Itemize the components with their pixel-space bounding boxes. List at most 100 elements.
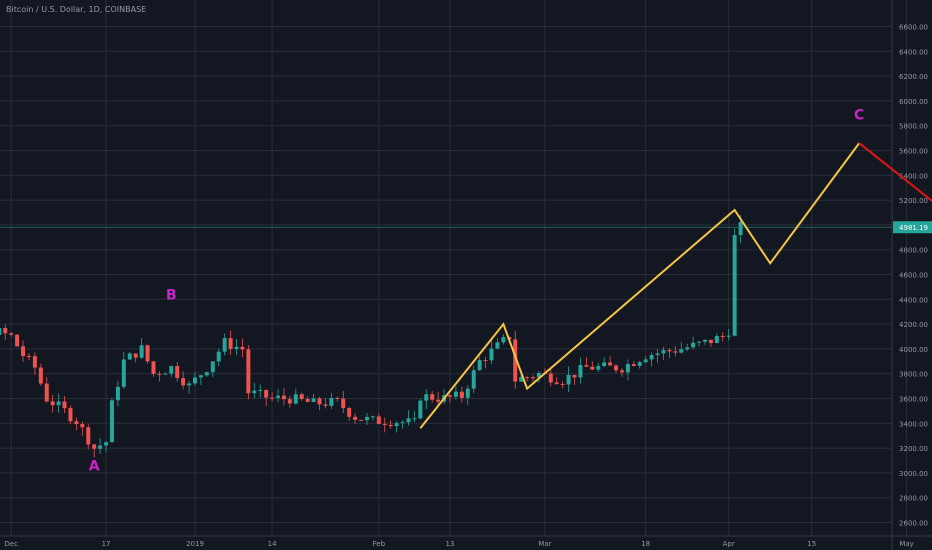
candle [169, 365, 174, 378]
candle [193, 371, 197, 386]
candle [495, 338, 500, 350]
candle-body [139, 345, 144, 358]
candle [80, 421, 85, 436]
candle-body [614, 365, 619, 371]
candle-body [21, 346, 26, 357]
candle-body [353, 416, 358, 420]
candle [92, 443, 97, 458]
candle-body [281, 395, 286, 400]
candle [234, 338, 239, 355]
candle-body [299, 394, 304, 400]
candle-body [382, 423, 387, 425]
candle-body [453, 391, 458, 397]
candle-body [608, 362, 613, 366]
candle-body [228, 338, 233, 350]
candle [32, 352, 37, 375]
candle-body [459, 391, 464, 398]
candle-body [68, 408, 73, 422]
candle [98, 437, 103, 454]
candle-body [0, 328, 2, 335]
candle [649, 352, 654, 367]
candle [287, 395, 292, 408]
candle [163, 372, 168, 375]
candle-body [430, 394, 435, 400]
candle [708, 339, 713, 347]
candle [661, 346, 666, 360]
candle [311, 393, 316, 403]
candle [465, 385, 470, 406]
candle-body [673, 351, 678, 353]
candle [335, 396, 340, 402]
candle-body [376, 416, 381, 424]
candle-body [412, 418, 417, 420]
y-tick-label: 2800.00 [899, 495, 928, 503]
wave-label: A [89, 458, 100, 474]
candle-body [210, 361, 215, 373]
candle-body [56, 401, 61, 406]
candle [388, 420, 393, 429]
y-tick-label: 4000.00 [899, 346, 928, 354]
candle [68, 405, 73, 425]
candle [637, 360, 642, 369]
candle-body [115, 386, 120, 401]
candle-body [483, 360, 488, 362]
candle-body [293, 394, 298, 404]
candle [347, 406, 352, 421]
candle [157, 371, 162, 382]
candle-body [465, 388, 470, 398]
candle [246, 345, 251, 400]
candle-body [317, 398, 322, 405]
candle-body [341, 398, 346, 409]
candle-body [584, 365, 589, 367]
y-tick-label: 5400.00 [899, 172, 928, 180]
candle-body [3, 328, 8, 334]
candle-body [104, 442, 109, 446]
candle [281, 388, 286, 406]
candle-body [193, 377, 197, 384]
candle [631, 360, 636, 367]
candle-body [270, 397, 275, 399]
candle [382, 417, 387, 433]
candle [590, 361, 595, 371]
candle [222, 333, 227, 356]
last-price-label: 4981.19 [899, 224, 928, 232]
candle [655, 348, 660, 363]
candle [531, 375, 536, 382]
candle [412, 411, 417, 422]
candle [228, 330, 233, 355]
candle [104, 441, 109, 453]
candle-body [637, 362, 642, 366]
candle [86, 424, 91, 450]
candle-body [359, 419, 364, 421]
candle-body [436, 399, 441, 402]
candle [151, 360, 156, 377]
candle [74, 417, 79, 430]
projection-arrow-line [858, 142, 932, 203]
candle-body [655, 353, 660, 356]
candle-body [513, 339, 518, 382]
candle [115, 380, 120, 407]
candle [0, 328, 2, 335]
candle-body [418, 400, 423, 419]
candle [667, 347, 672, 359]
candle-body [181, 378, 186, 386]
y-tick-label: 6000.00 [899, 98, 928, 106]
candle-body [714, 336, 719, 344]
x-tick-label: 17 [102, 540, 111, 548]
candle [38, 363, 43, 386]
candle [264, 389, 269, 407]
y-tick-label: 3200.00 [899, 445, 928, 453]
candle-body [80, 423, 85, 428]
candle [293, 388, 298, 405]
candle-body [685, 347, 690, 350]
y-tick-label: 3600.00 [899, 396, 928, 404]
candle [536, 371, 541, 383]
candle-body [578, 365, 583, 378]
y-tick-label: 3800.00 [899, 371, 928, 379]
candle-body [702, 339, 707, 342]
candle-body [145, 345, 150, 362]
candle-body [86, 427, 91, 445]
candle [127, 352, 132, 360]
candle [501, 334, 506, 345]
